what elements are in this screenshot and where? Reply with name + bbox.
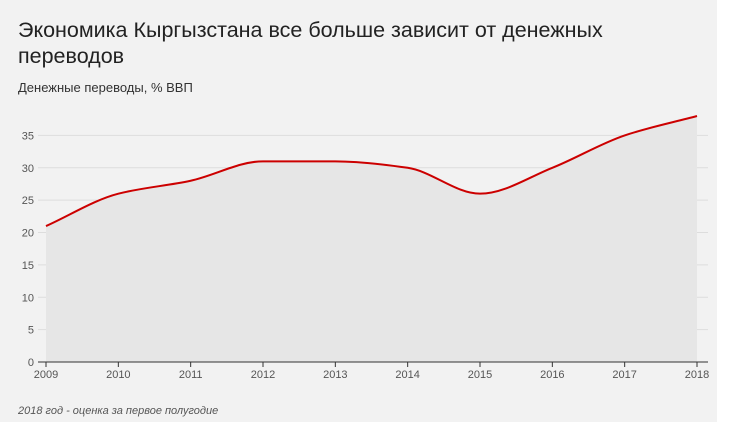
x-axis-ticks: 2009 2010 2011 2012 2013 2014 2015 2016 2017 2018 xyxy=(34,361,709,381)
y-tick-label: 15 xyxy=(22,260,34,272)
chart-card: Экономика Кыргызстана все больше зависит… xyxy=(0,0,717,422)
y-tick-label: 5 xyxy=(28,325,34,337)
series-area xyxy=(46,116,697,362)
x-tick-label: 2012 xyxy=(251,369,275,381)
data-point-2012 xyxy=(261,159,265,163)
data-point-2014 xyxy=(406,166,410,170)
x-tick-label: 2018 xyxy=(685,369,709,381)
chart-title: Экономика Кыргызстана все больше зависит… xyxy=(18,18,603,68)
x-tick-label: 2014 xyxy=(395,369,419,381)
data-point-2015 xyxy=(478,192,482,196)
x-tick-label: 2013 xyxy=(323,369,347,381)
x-tick-label: 2015 xyxy=(468,369,492,381)
data-point-2011 xyxy=(189,179,193,183)
y-tick-label: 35 xyxy=(22,130,34,142)
y-tick-label: 20 xyxy=(22,228,34,240)
x-tick-label: 2010 xyxy=(106,369,130,381)
chart-subtitle: Денежные переводы, % ВВП xyxy=(18,80,193,95)
y-tick-label: 10 xyxy=(22,292,34,304)
data-point-2009 xyxy=(44,224,48,228)
series-line xyxy=(45,115,698,227)
x-tick-label: 2009 xyxy=(34,369,58,381)
x-tick-label: 2011 xyxy=(179,369,203,381)
data-point-2016 xyxy=(550,166,554,170)
y-tick-label: 0 xyxy=(28,357,34,369)
y-tick-label: 30 xyxy=(22,163,34,175)
x-tick-label: 2017 xyxy=(612,369,636,381)
data-point-2017 xyxy=(623,133,627,137)
y-tick-label: 25 xyxy=(22,195,34,207)
footnote: 2018 год - оценка за первое полугодие xyxy=(18,405,219,417)
x-tick-label: 2016 xyxy=(540,369,564,381)
data-point-2010 xyxy=(116,192,120,196)
data-point-2018 xyxy=(695,114,699,118)
data-point-2013 xyxy=(333,159,337,163)
y-axis-ticks: 0 5 10 15 20 25 30 35 xyxy=(22,130,34,369)
